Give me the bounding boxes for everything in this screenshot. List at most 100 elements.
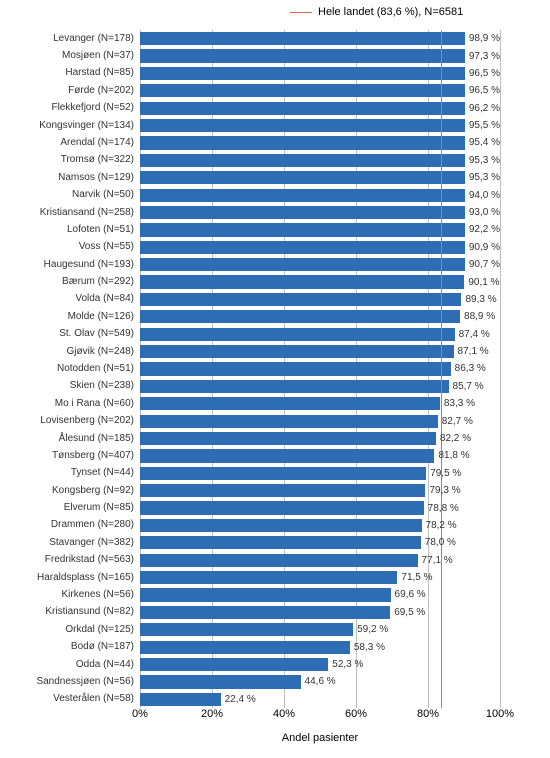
bar-row: Harstad (N=85)96,5 %	[140, 65, 500, 82]
x-tick-label: 0%	[132, 708, 148, 720]
bar	[140, 641, 350, 654]
value-label: 78,8 %	[424, 503, 459, 514]
x-tick-label: 20%	[201, 708, 223, 720]
bar	[140, 467, 426, 480]
bar	[140, 206, 465, 219]
bar-row: Ålesund (N=185)82,2 %	[140, 430, 500, 447]
value-label: 88,9 %	[460, 311, 495, 322]
value-label: 69,5 %	[390, 607, 425, 618]
bar-row: Gjøvik (N=248)87,1 %	[140, 343, 500, 360]
bar	[140, 362, 451, 375]
category-label: Elverum (N=85)	[0, 503, 140, 513]
category-label: Molde (N=126)	[0, 312, 140, 322]
bar	[140, 345, 454, 358]
category-label: Mosjøen (N=37)	[0, 51, 140, 61]
category-label: Arendal (N=174)	[0, 138, 140, 148]
x-tick-label: 100%	[486, 708, 514, 720]
bar-row: Kongsvinger (N=134)95,5 %	[140, 117, 500, 134]
category-label: St. Olav (N=549)	[0, 329, 140, 339]
category-label: Bodø (N=187)	[0, 642, 140, 652]
value-label: 58,3 %	[350, 642, 385, 653]
value-label: 90,7 %	[465, 259, 500, 270]
bar	[140, 328, 455, 341]
value-label: 81,8 %	[434, 450, 469, 461]
bar-row: Haraldsplass (N=165)71,5 %	[140, 569, 500, 586]
bar-row: Tromsø (N=322)95,3 %	[140, 152, 500, 169]
value-label: 78,2 %	[422, 520, 457, 531]
bar	[140, 189, 465, 202]
value-label: 95,3 %	[465, 155, 500, 166]
bar	[140, 501, 424, 514]
value-label: 77,1 %	[418, 555, 453, 566]
x-tick-label: 80%	[417, 708, 439, 720]
bar-row: Elverum (N=85)78,8 %	[140, 499, 500, 516]
bar-row: Lovisenberg (N=202)82,7 %	[140, 412, 500, 429]
bar	[140, 519, 422, 532]
value-label: 71,5 %	[397, 572, 432, 583]
bar	[140, 171, 465, 184]
value-label: 78,0 %	[421, 537, 456, 548]
bar	[140, 136, 465, 149]
value-label: 79,5 %	[426, 468, 461, 479]
bar-row: Skien (N=238)85,7 %	[140, 378, 500, 395]
value-label: 95,5 %	[465, 120, 500, 131]
bar-row: Sandnessjøen (N=56)44,6 %	[140, 673, 500, 690]
value-label: 89,3 %	[461, 294, 496, 305]
category-label: Førde (N=202)	[0, 86, 140, 96]
value-label: 96,5 %	[465, 68, 500, 79]
value-label: 59,2 %	[353, 624, 388, 635]
bar	[140, 102, 465, 115]
bar-row: Odda (N=44)52,3 %	[140, 656, 500, 673]
bar	[140, 606, 390, 619]
category-label: Stavanger (N=382)	[0, 538, 140, 548]
bar-row: Bodø (N=187)58,3 %	[140, 638, 500, 655]
bar	[140, 258, 465, 271]
category-label: Kirkenes (N=56)	[0, 590, 140, 600]
bar-row: Orkdal (N=125)59,2 %	[140, 621, 500, 638]
category-label: Bærum (N=292)	[0, 277, 140, 287]
value-label: 52,3 %	[328, 659, 363, 670]
bar-row: Stavanger (N=382)78,0 %	[140, 534, 500, 551]
category-label: Mo i Rana (N=60)	[0, 399, 140, 409]
value-label: 87,4 %	[455, 329, 490, 340]
gridline	[500, 30, 501, 708]
value-label: 97,3 %	[465, 51, 500, 62]
category-label: Tynset (N=44)	[0, 468, 140, 478]
bar-chart: Hele landet (83,6 %), N=6581 Levanger (N…	[0, 0, 550, 758]
category-label: Haraldsplass (N=165)	[0, 573, 140, 583]
bar	[140, 571, 397, 584]
bar	[140, 484, 425, 497]
bar-row: Lofoten (N=51)92,2 %	[140, 221, 500, 238]
category-label: Orkdal (N=125)	[0, 625, 140, 635]
value-label: 95,3 %	[465, 172, 500, 183]
bar	[140, 432, 436, 445]
bar	[140, 32, 465, 45]
bar-row: Vesterålen (N=58)22,4 %	[140, 691, 500, 708]
value-label: 22,4 %	[221, 694, 256, 705]
value-label: 83,3 %	[440, 398, 475, 409]
reference-line	[441, 30, 442, 708]
bar-row: St. Olav (N=549)87,4 %	[140, 326, 500, 343]
category-label: Flekkefjord (N=52)	[0, 103, 140, 113]
bars-container: Levanger (N=178)98,9 %Mosjøen (N=37)97,3…	[140, 30, 500, 708]
bar-row: Kristiansund (N=82)69,5 %	[140, 604, 500, 621]
value-label: 90,1 %	[464, 277, 499, 288]
bar-row: Levanger (N=178)98,9 %	[140, 30, 500, 47]
legend-line-icon	[290, 12, 312, 13]
category-label: Fredrikstad (N=563)	[0, 555, 140, 565]
bar	[140, 554, 418, 567]
category-label: Kongsvinger (N=134)	[0, 121, 140, 131]
category-label: Tromsø (N=322)	[0, 155, 140, 165]
bar	[140, 623, 353, 636]
category-label: Lovisenberg (N=202)	[0, 416, 140, 426]
bar-row: Førde (N=202)96,5 %	[140, 82, 500, 99]
category-label: Sandnessjøen (N=56)	[0, 677, 140, 687]
bar	[140, 380, 449, 393]
category-label: Gjøvik (N=248)	[0, 347, 140, 357]
bar	[140, 415, 438, 428]
bar-row: Fredrikstad (N=563)77,1 %	[140, 552, 500, 569]
bar-row: Haugesund (N=193)90,7 %	[140, 256, 500, 273]
value-label: 82,7 %	[438, 416, 473, 427]
bar	[140, 658, 328, 671]
value-label: 92,2 %	[465, 224, 500, 235]
